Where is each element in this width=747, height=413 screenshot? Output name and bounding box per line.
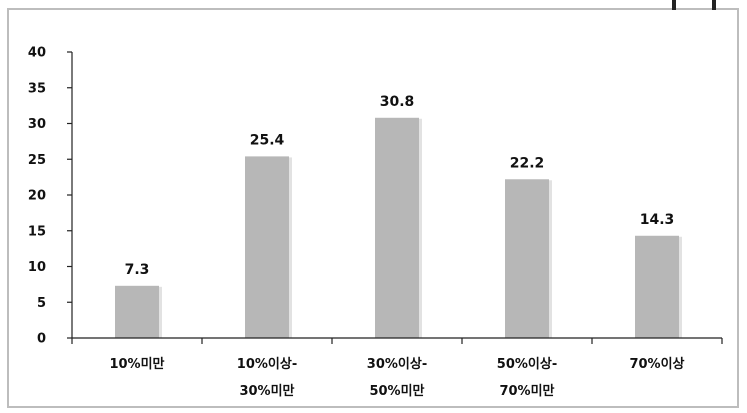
bars-layer [115,117,682,338]
x-tick-label: 10%이상- [237,356,297,372]
data-label: 25.4 [250,132,285,148]
corner-mark [672,0,676,10]
labels-layer: 0 5 10 15 20 25 30 35 40 7.3 10%미만 25.4 10%이상- 30%미만 3… [28,46,685,400]
y-tick-label: 20 [28,189,46,204]
y-tick-label: 15 [28,224,46,239]
x-tick-label: 50%미만 [369,383,424,399]
x-tick-label: 50%이상- [497,356,557,372]
y-tick-label: 35 [28,81,46,96]
axes-layer [67,51,723,344]
bar [375,117,419,338]
chart-frame [7,8,739,408]
y-tick-label: 5 [37,296,46,311]
x-tick-label: 10%미만 [109,356,164,372]
x-tick-label: 70%미만 [499,383,554,399]
data-label: 14.3 [640,212,675,228]
bar [245,156,289,338]
y-tick-label: 25 [28,153,46,168]
bar [505,179,549,338]
y-tick-label: 30 [28,117,46,132]
bar [115,285,159,338]
y-tick-label: 40 [28,46,46,61]
x-tick-label: 70%이상 [629,356,684,372]
corner-mark [712,0,716,10]
data-label: 22.2 [510,155,545,171]
x-tick-label: 30%이상- [367,356,427,372]
x-tick-label: 30%미만 [239,383,294,399]
bar [635,235,679,338]
y-tick-label: 0 [37,332,46,347]
data-label: 30.8 [380,94,415,110]
data-label: 7.3 [125,262,150,278]
y-tick-label: 10 [28,260,46,275]
